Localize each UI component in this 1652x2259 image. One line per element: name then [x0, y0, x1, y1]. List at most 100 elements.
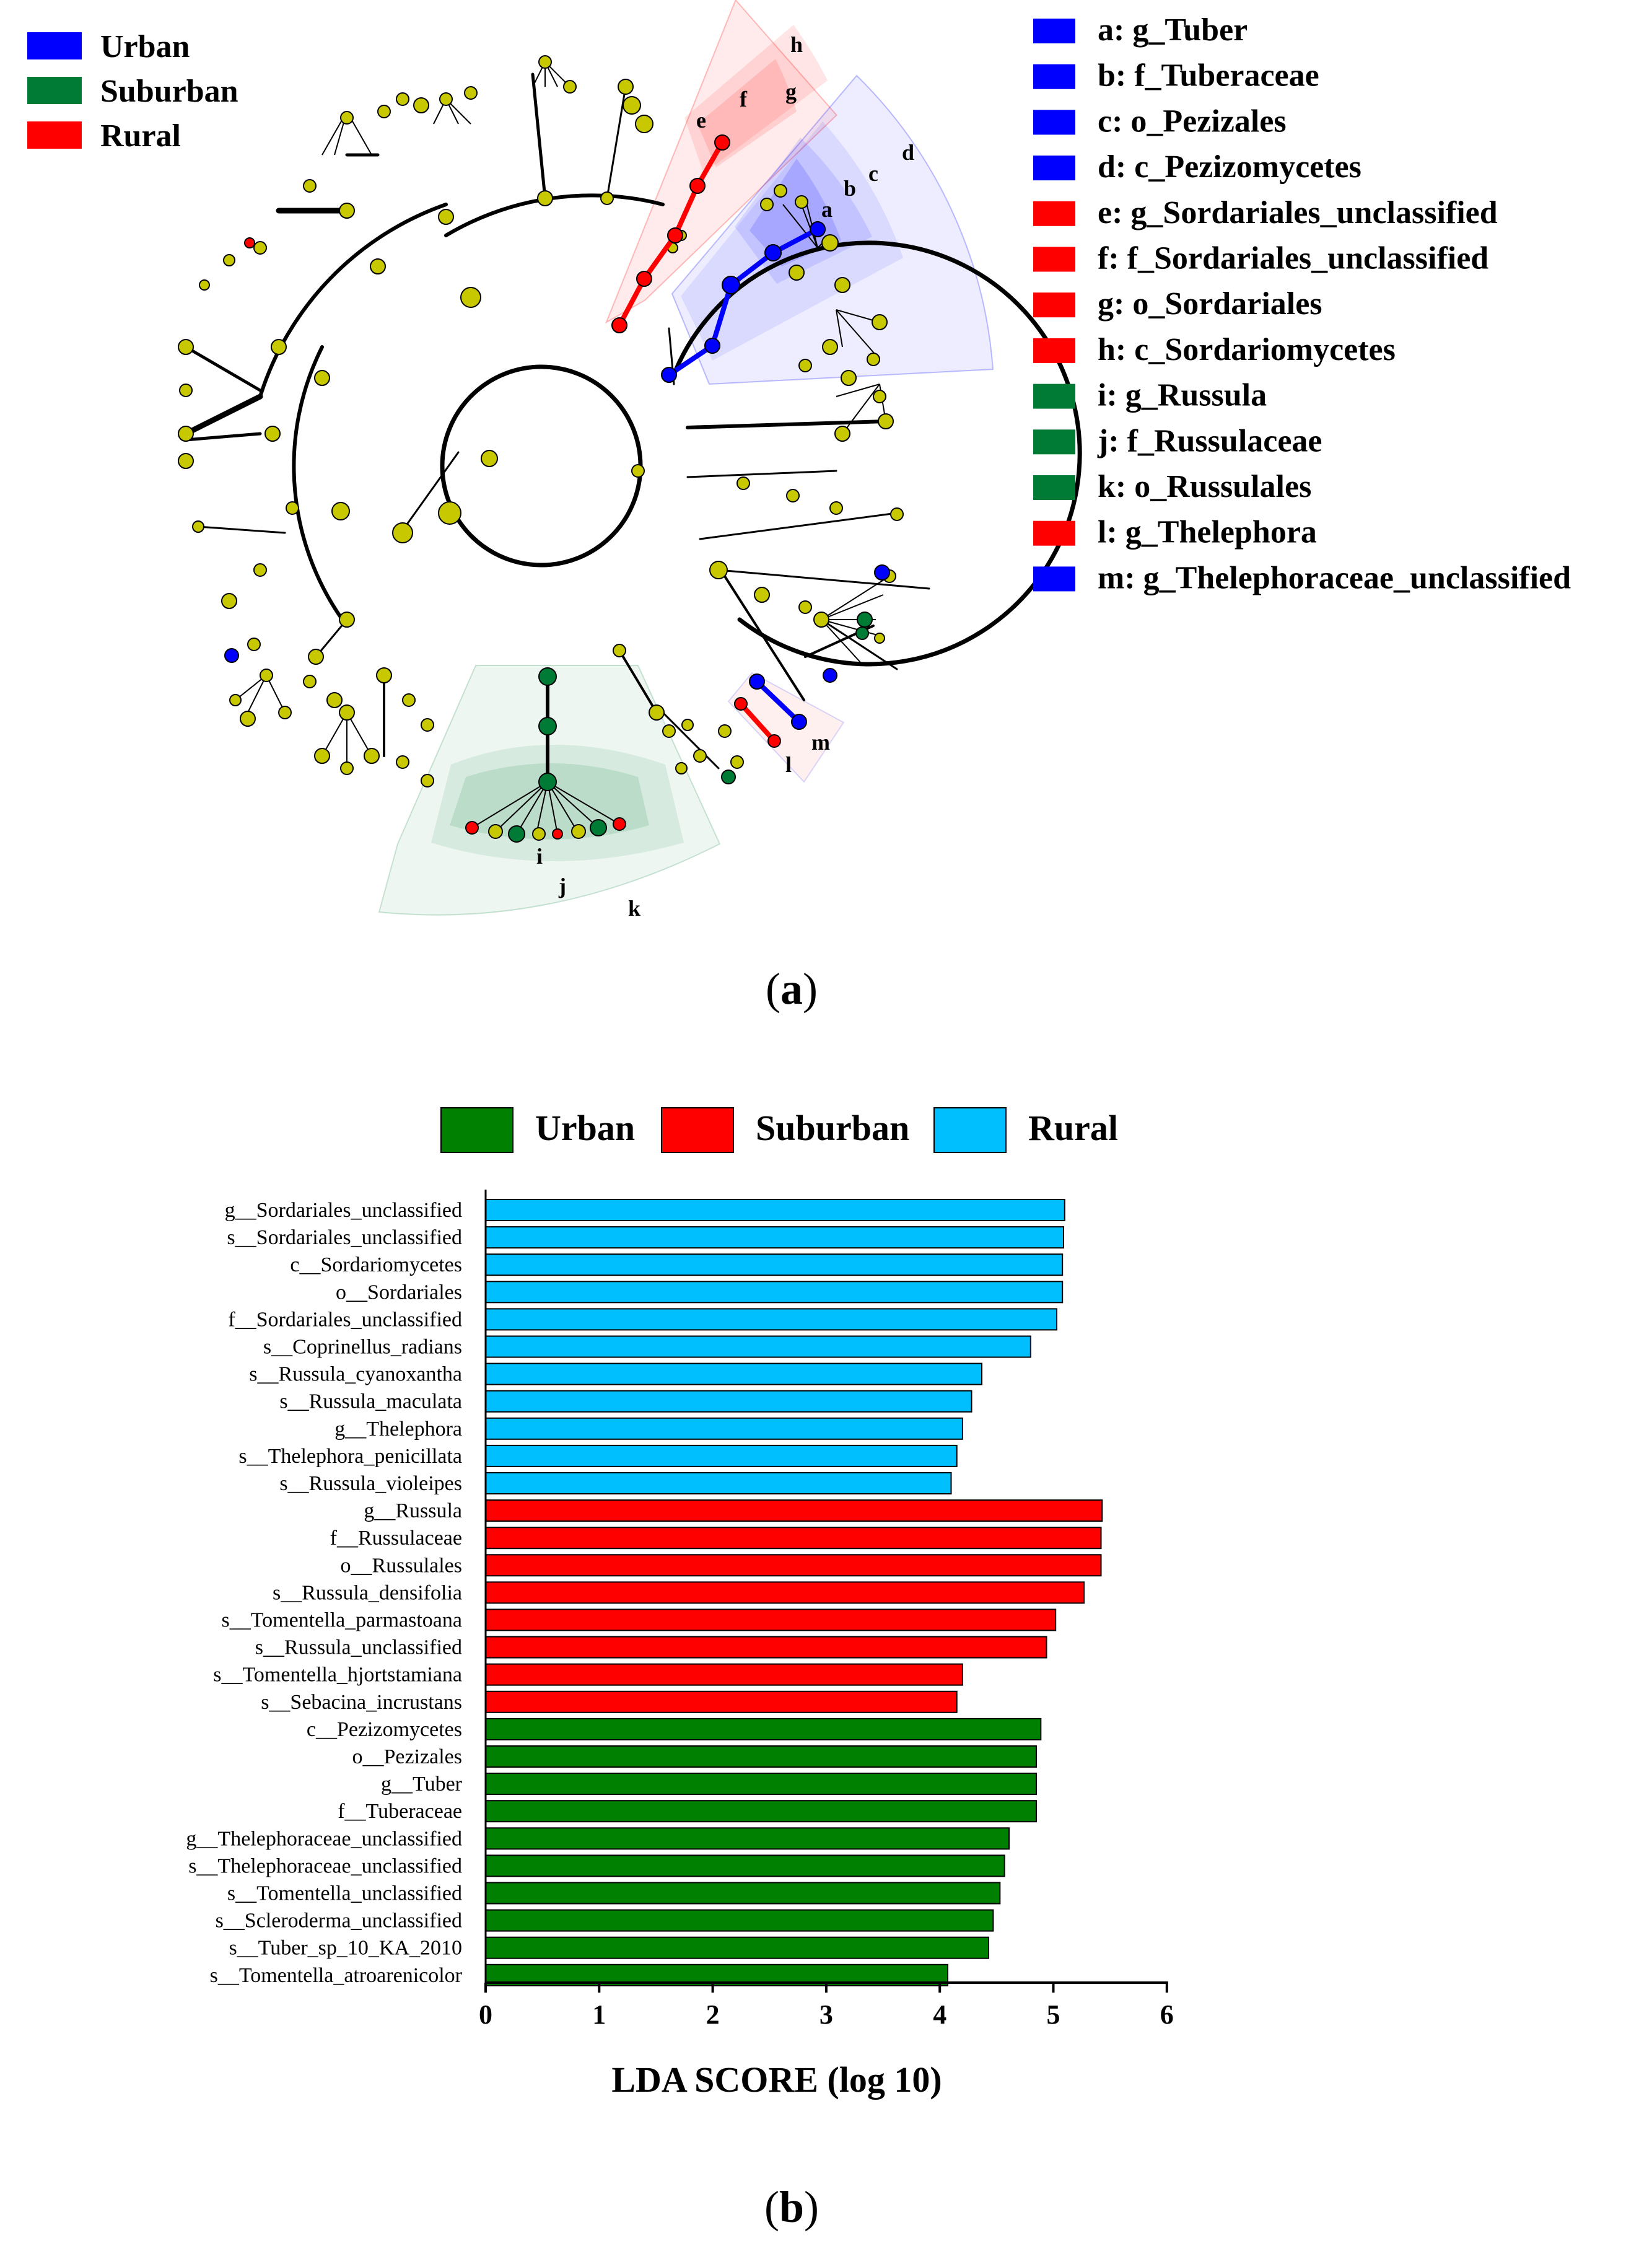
lda-bar [485, 1199, 1065, 1221]
clade-letter-l: l [785, 752, 792, 777]
lda-category-label: f__Russulaceae [330, 1527, 462, 1550]
taxa-legend-label: k: o_Russulales [1098, 469, 1311, 504]
lda-bar [485, 1690, 958, 1713]
clade-letter-e: e [696, 108, 706, 133]
taxa-legend-swatch [1033, 110, 1075, 135]
lda-legend-swatch [440, 1107, 514, 1153]
taxa-legend-swatch [1033, 292, 1075, 318]
lda-category-label: s__Tomentella_atroarenicolor [210, 1964, 463, 1987]
lda-category-label: f__Sordariales_unclassified [228, 1308, 462, 1331]
lda-category-label: s__Russula_violeipes [279, 1472, 462, 1495]
lda-bar [485, 1226, 1064, 1249]
legend-label-urban: Urban [100, 29, 190, 64]
neutral-nodes [178, 55, 904, 841]
lda-category-labels: g__Sordariales_unclassified s__Sordariale… [186, 1199, 462, 1987]
taxa-legend-swatch [1033, 384, 1075, 409]
lda-bar [485, 1253, 1064, 1276]
lda-bar [485, 1854, 1005, 1877]
clade-letter-m: m [811, 730, 830, 755]
group-legend: Urban Suburban Rural [27, 29, 238, 154]
clade-letter-k: k [628, 896, 640, 921]
lda-category-label: c__Pezizomycetes [307, 1718, 462, 1741]
taxa-legend-label: f: f_Sordariales_unclassified [1098, 241, 1488, 276]
urban-nodes [224, 221, 890, 730]
taxa-legend-swatch [1033, 156, 1075, 181]
lda-tick-label: 2 [706, 1999, 720, 2030]
taxa-legend-swatch [1033, 566, 1075, 592]
lda-bar [485, 1745, 1037, 1768]
legend-swatch-urban [27, 32, 82, 59]
lda-category-label: s__Sordariales_unclassified [227, 1226, 462, 1249]
lda-tick-label: 0 [479, 1999, 492, 2030]
clade-letter-b: b [844, 176, 856, 201]
lda-category-label: c__Sordariomycetes [290, 1253, 462, 1276]
lda-bar [485, 1472, 952, 1494]
lda-category-label: o__Pezizales [352, 1745, 463, 1768]
caption-b: (b) [764, 2182, 819, 2232]
lda-bar [485, 1335, 1031, 1358]
taxa-legend-label: h: c_Sordariomycetes [1098, 332, 1396, 367]
clade-letter-g: g [785, 79, 797, 104]
lda-bar [485, 1499, 1103, 1522]
lda-legend: Urban Suburban Rural [440, 1107, 1118, 1153]
lda-category-label: s__Scleroderma_unclassified [216, 1910, 462, 1932]
lda-legend-swatch [661, 1107, 734, 1153]
clade-letters: a b c d e f g h i j k l m [536, 32, 914, 921]
lda-category-label: s__Russula_maculata [279, 1390, 462, 1413]
lda-category-label: o__Sordariales [336, 1281, 462, 1304]
lda-bar [485, 1882, 1001, 1905]
taxa-legend-label: b: f_Tuberaceae [1098, 58, 1319, 94]
clade-letter-a: a [821, 197, 833, 222]
lda-category-label: s__Russula_densifolia [273, 1581, 462, 1604]
lda-category-label: s__Thelephoraceae_unclassified [188, 1854, 462, 1877]
lda-bar [485, 1608, 1057, 1631]
lda-bar [485, 1281, 1064, 1304]
lda-tick-label: 5 [1047, 1999, 1060, 2030]
taxa-legend-label: a: g_Tuber [1098, 12, 1248, 48]
lda-bar [485, 1717, 1042, 1740]
taxa-legend-swatch [1033, 64, 1075, 89]
lda-legend-label: Urban [535, 1108, 635, 1148]
caption-a: (a) [766, 964, 818, 1014]
clade-letter-i: i [536, 844, 543, 869]
lda-bar [485, 1773, 1037, 1796]
lda-bar [485, 1417, 963, 1440]
clade-letter-h: h [790, 32, 803, 57]
legend-label-rural: Rural [100, 118, 181, 154]
lda-category-label: s__Tomentella_unclassified [227, 1882, 462, 1905]
taxa-legend-label: d: c_Pezizomycetes [1098, 149, 1361, 185]
taxa-legend-swatch [1033, 247, 1075, 272]
sector-h [605, 0, 837, 324]
lda-category-label: s__Tomentella_parmastoana [222, 1609, 463, 1632]
taxa-legend-label: i: g_Russula [1098, 378, 1267, 413]
taxa-legend-swatch [1033, 19, 1075, 43]
rural-nodes [244, 134, 781, 840]
lda-bar-chart: Urban Suburban Rural g__Sordariales_unclas… [186, 1107, 1174, 2232]
taxa-legend: a: g_Tuber b: f_Tuberaceae c: o_Pezizalesd… [1033, 12, 1571, 595]
legend-swatch-rural [27, 121, 82, 149]
lda-category-label: f__Tuberaceae [338, 1800, 462, 1823]
lda-category-label: s__Russula_cyanoxantha [249, 1363, 462, 1386]
lda-x-axis-title: LDA SCORE (log 10) [611, 2059, 942, 2100]
lda-category-label: g__Thelephora [334, 1418, 462, 1441]
taxa-legend-label: e: g_Sordariales_unclassified [1098, 195, 1498, 230]
lda-legend-swatch [933, 1107, 1007, 1153]
lda-tick-label: 4 [933, 1999, 946, 2030]
lda-tick-label: 3 [819, 1999, 833, 2030]
lda-category-label: g__Tuber [381, 1773, 463, 1796]
lda-bar [485, 1909, 994, 1932]
sector-l-m [727, 672, 845, 783]
lda-x-axis: 0 1 2 3 4 5 6 [479, 1190, 1174, 2030]
taxa-legend-swatch [1033, 338, 1075, 363]
lda-bar [485, 1444, 958, 1467]
clade-letter-c: c [868, 161, 878, 186]
lda-bar [485, 1827, 1010, 1850]
lda-bar [485, 1308, 1057, 1331]
lda-category-label: g__Russula [364, 1499, 462, 1522]
lda-bar [485, 1800, 1037, 1823]
taxa-legend-label: g: o_Sordariales [1098, 286, 1322, 322]
lda-category-label: s__Tuber_sp_10_KA_2010 [229, 1937, 462, 1960]
taxa-legend-label: m: g_Thelephoraceae_unclassified [1098, 560, 1571, 595]
lda-bar [485, 1636, 1047, 1659]
lda-bar [485, 1663, 963, 1686]
